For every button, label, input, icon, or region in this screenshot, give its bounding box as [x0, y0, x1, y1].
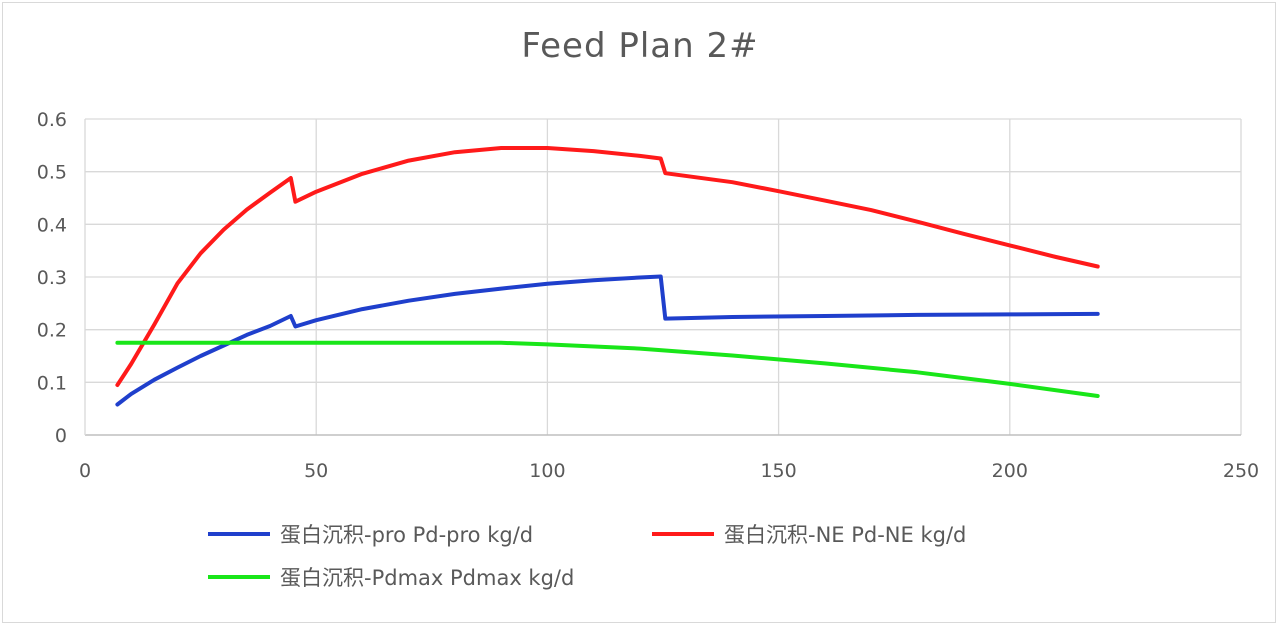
axes [84, 119, 1241, 436]
tick-labels: 0 0.1 0.2 0.3 0.4 0.5 0.6 0 50 100 150 200 250 [37, 109, 1259, 482]
legend-label-pro: 蛋白沉积-pro Pd-pro kg/d [280, 523, 534, 547]
legend-item-ne: 蛋白沉积-NE Pd-NE kg/d [652, 520, 966, 548]
y-tick-label: 0 [55, 425, 67, 447]
legend-swatch-pro [208, 532, 270, 536]
x-tick-label: 200 [992, 460, 1028, 482]
series-line-pdmax [115, 340, 1100, 398]
series-line-ne [115, 146, 1100, 387]
x-tick-label: 50 [304, 460, 328, 482]
chart-title: Feed Plan 2# [521, 26, 759, 66]
y-tick-label: 0.1 [37, 372, 67, 394]
gridlines [85, 118, 1242, 435]
y-tick-label: 0.2 [37, 320, 67, 342]
series-lines [115, 146, 1100, 407]
y-tick-label: 0.5 [37, 162, 67, 184]
y-tick-label: 0.3 [37, 267, 67, 289]
x-tick-label: 250 [1223, 460, 1259, 482]
legend-label-pdmax: 蛋白沉积-Pdmax Pdmax kg/d [280, 566, 575, 590]
legend-swatch-ne [652, 532, 714, 536]
series-line-pro [115, 274, 1100, 407]
y-tick-label: 0.4 [37, 214, 67, 236]
y-tick-label: 0.6 [37, 109, 67, 131]
legend-label-ne: 蛋白沉积-NE Pd-NE kg/d [724, 523, 967, 547]
legend-swatch-pdmax [208, 575, 270, 579]
legend-item-pro: 蛋白沉积-pro Pd-pro kg/d [208, 520, 533, 548]
x-tick-label: 150 [760, 460, 796, 482]
x-tick-label: 100 [529, 460, 565, 482]
legend-item-pdmax: 蛋白沉积-Pdmax Pdmax kg/d [208, 563, 574, 591]
x-tick-label: 0 [79, 460, 91, 482]
